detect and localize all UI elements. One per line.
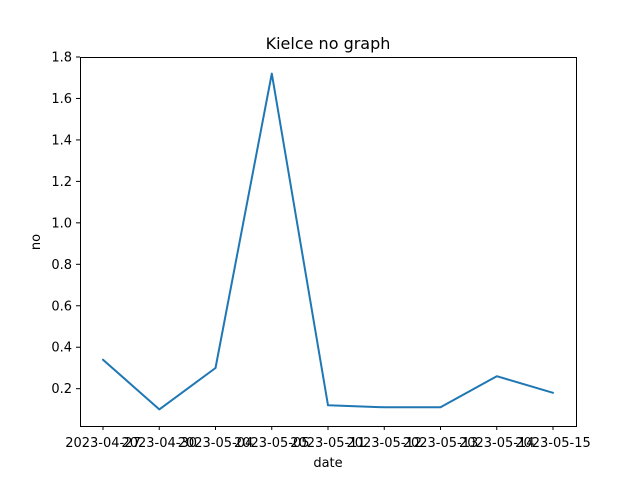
x-tick-label: 2023-05-13 — [403, 436, 479, 451]
y-tick-label: 0.6 — [51, 299, 72, 314]
x-axis: 2023-04-272023-04-302023-05-042023-05-05… — [65, 426, 591, 451]
y-tick-label: 1.0 — [51, 216, 72, 231]
x-tick-label: 2023-05-05 — [234, 436, 310, 451]
plot-frame — [80, 57, 577, 427]
x-tick-label: 2023-05-12 — [346, 436, 422, 451]
chart-title: Kielce no graph — [266, 34, 391, 53]
y-tick-label: 1.6 — [51, 92, 72, 107]
y-tick-label: 1.4 — [51, 133, 72, 148]
y-axis-label: no — [29, 234, 44, 250]
x-tick-label: 2023-05-04 — [178, 436, 254, 451]
y-tick-label: 0.8 — [51, 258, 72, 273]
x-tick-label: 2023-05-11 — [290, 436, 366, 451]
y-tick-label: 0.4 — [51, 341, 72, 356]
x-tick-label: 2023-05-15 — [515, 436, 591, 451]
series-layer — [102, 72, 554, 411]
y-tick-label: 1.8 — [51, 51, 72, 66]
y-tick-label: 0.2 — [51, 382, 72, 397]
x-tick-label: 2023-04-27 — [65, 436, 141, 451]
y-axis: 0.2 0.4 0.6 0.8 1.0 1.2 1.4 1.6 1.8 — [51, 51, 80, 397]
x-axis-label: date — [313, 456, 342, 471]
x-tick-label: 2023-05-14 — [459, 436, 535, 451]
series-line-0 — [102, 72, 554, 411]
y-tick-label: 1.2 — [51, 175, 72, 190]
x-tick-label: 2023-04-30 — [121, 436, 197, 451]
